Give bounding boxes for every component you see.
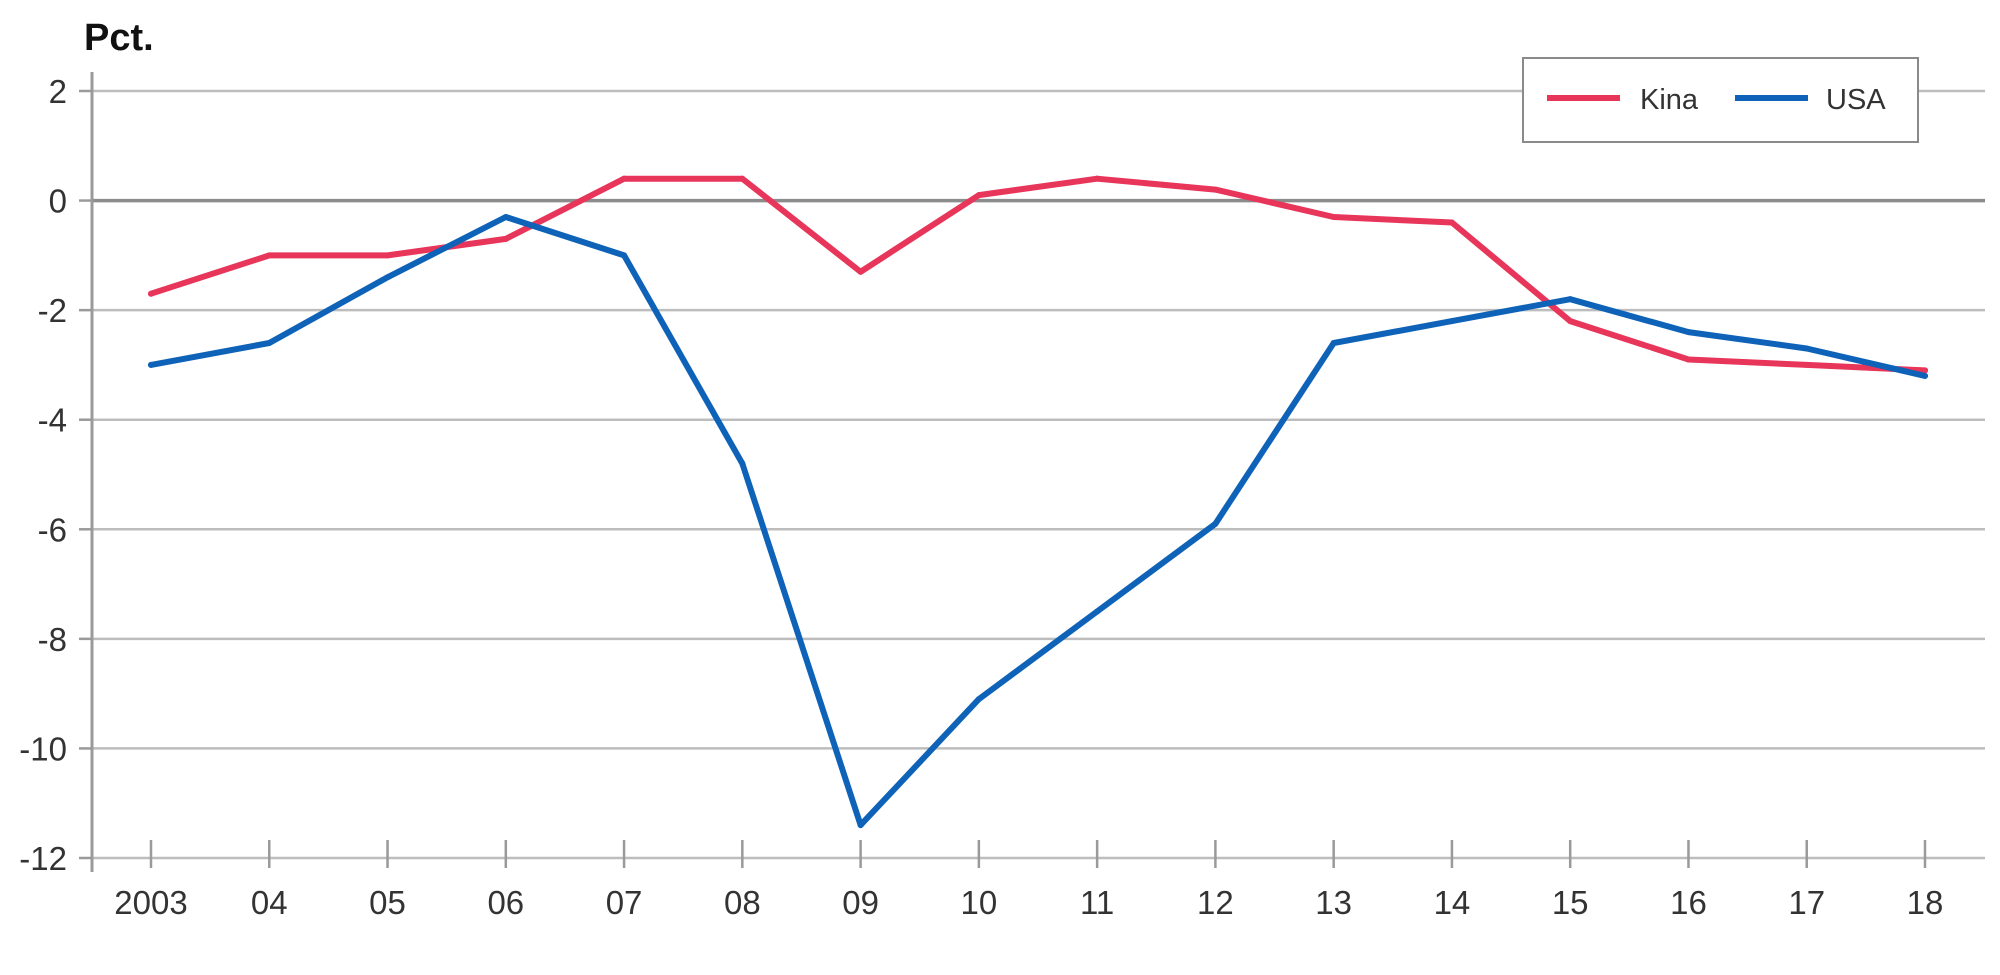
- x-tick-label: 11: [1080, 884, 1114, 921]
- data-point-usa: [1922, 372, 1928, 379]
- data-point-kina: [1685, 356, 1692, 363]
- series-lines: [148, 175, 1928, 829]
- legend-label-usa: USA: [1826, 84, 1886, 116]
- y-tick-label: 0: [49, 183, 67, 220]
- y-tick-label: -4: [38, 402, 67, 439]
- y-tick-label: -8: [38, 621, 67, 658]
- x-tick-label: 05: [369, 884, 406, 921]
- data-point-kina: [502, 235, 509, 242]
- x-tick-label: 10: [961, 884, 998, 921]
- data-point-usa: [1803, 345, 1810, 352]
- data-point-usa: [975, 696, 982, 703]
- data-point-kina: [621, 175, 628, 182]
- data-point-usa: [266, 340, 273, 347]
- x-tick-label: 06: [487, 884, 524, 921]
- data-point-usa: [1094, 608, 1101, 615]
- y-tick-label: -12: [19, 840, 67, 877]
- data-point-kina: [1330, 214, 1337, 221]
- data-point-usa: [1448, 318, 1455, 325]
- data-point-kina: [1448, 219, 1455, 226]
- data-point-usa: [1567, 296, 1574, 303]
- data-point-usa: [1685, 329, 1692, 336]
- data-point-kina: [1094, 175, 1101, 182]
- x-tick-label: 08: [724, 884, 761, 921]
- data-point-kina: [1212, 186, 1219, 193]
- data-point-kina: [857, 268, 864, 275]
- data-point-usa: [502, 214, 509, 221]
- x-tick-label: 18: [1907, 884, 1944, 921]
- x-tick-label: 04: [251, 884, 288, 921]
- data-point-kina: [1803, 361, 1810, 368]
- data-point-usa: [384, 274, 391, 281]
- legend-box: [1522, 57, 1919, 143]
- data-point-usa: [739, 460, 746, 467]
- data-point-usa: [857, 822, 864, 829]
- x-tick-label: 12: [1197, 884, 1234, 921]
- legend-label-kina: Kina: [1640, 84, 1699, 116]
- y-tick-label: -6: [38, 511, 67, 548]
- y-axis-label: Pct.: [84, 17, 154, 59]
- x-tick-label: 15: [1552, 884, 1589, 921]
- x-tick-label: 17: [1788, 884, 1825, 921]
- data-point-usa: [1212, 520, 1219, 527]
- legend: Kina USA: [1522, 57, 1919, 143]
- series-line-kina: [148, 175, 1928, 374]
- y-tick-label: -2: [38, 292, 67, 329]
- data-point-kina: [148, 290, 154, 297]
- data-point-kina: [1922, 367, 1928, 374]
- x-tick-label: 07: [606, 884, 643, 921]
- y-tick-label: 2: [49, 73, 67, 110]
- x-tick-label: 09: [842, 884, 879, 921]
- data-point-kina: [1567, 318, 1574, 325]
- data-point-usa: [1330, 340, 1337, 347]
- data-point-kina: [266, 252, 273, 259]
- data-point-usa: [621, 252, 628, 259]
- y-tick-labels: 2 0 -2 -4 -6 -8 -10 -12: [19, 73, 67, 877]
- data-point-kina: [384, 252, 391, 259]
- x-tick-labels: 2003 04 05 06 07 08 09 10 11 12 13 14 15 16 17 18: [114, 840, 1943, 921]
- data-point-kina: [975, 192, 982, 199]
- y-tick-label: -10: [19, 730, 67, 767]
- x-tick-label: 16: [1670, 884, 1707, 921]
- data-point-usa: [148, 361, 154, 368]
- x-tick-label: 13: [1315, 884, 1352, 921]
- x-tick-label: 2003: [114, 884, 187, 921]
- data-point-kina: [739, 175, 746, 182]
- x-tick-label: 14: [1434, 884, 1471, 921]
- series-line-usa: [148, 214, 1928, 829]
- gridlines: [79, 89, 1985, 860]
